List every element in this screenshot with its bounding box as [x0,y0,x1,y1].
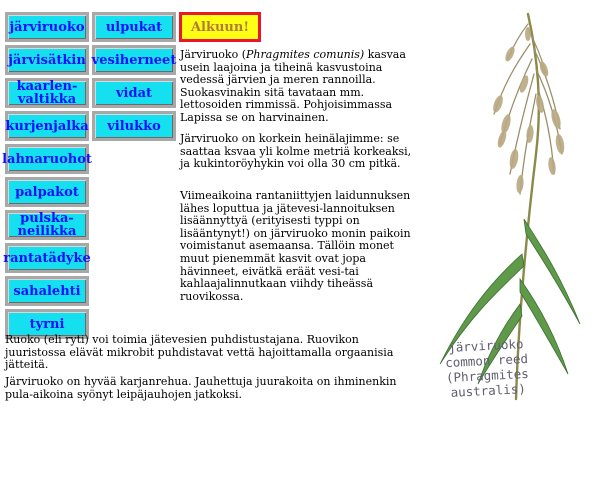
paragraph-fodder: Järviruoko on hyvää karjanrehua. Jauhett… [5,375,397,401]
nav-button-palpakot[interactable]: palpakot [5,177,89,207]
nav-button-sahalehti[interactable]: sahalehti [5,276,89,306]
reed-leaves [439,218,581,385]
nav-button-jarviruoko[interactable]: järviruoko [5,12,89,42]
nav-button-vesiherneet[interactable]: vesiherneet [92,45,176,75]
illustration-caption: järviruoko common reed (Phragmites austr… [431,335,544,401]
latin-name: Phragmites comunis) [246,48,365,61]
nav-button-jarvisatkin[interactable]: järvisätkin [5,45,89,75]
paragraph-spread: Viimeaikoina rantaniittyjen laidunnuksen… [180,189,411,303]
nav-button-vilukko[interactable]: vilukko [92,111,176,141]
nav-button-vidat[interactable]: vidat [92,78,176,108]
reed-spikelets [493,27,565,193]
nav-button-kaarlenvaltikka[interactable]: kaarlen- valtikka [5,78,89,108]
paragraph-height: Järviruoko on korkein heinälajimme: se s… [180,132,412,171]
paragraph-intro: Järviruoko (Phragmites comunis) kasvaa u… [180,48,425,125]
paragraph-water-cleaning: Ruoko (eli ryti) voi toimia jätevesien p… [5,333,394,372]
nav-button-rantatadyke[interactable]: rantatädyke [3,243,91,273]
nav-button-tyrni[interactable]: tyrni [5,309,89,339]
intro-text-start: Järviruoko ( [180,48,246,61]
nav-button-lahnaruohot[interactable]: lahnaruohot [2,144,92,174]
nav-button-ulpukat[interactable]: ulpukat [92,12,176,42]
nav-button-kurjenjalka[interactable]: kurjenjalka [5,111,89,141]
start-button[interactable]: Alkuun! [179,12,261,42]
intro-text-rest: kasvaa usein laajoina ja tiheinä kasvust… [180,48,406,124]
nav-button-pulskaneilikka[interactable]: pulska- neilikka [5,210,89,240]
reed-illustration [439,12,581,401]
